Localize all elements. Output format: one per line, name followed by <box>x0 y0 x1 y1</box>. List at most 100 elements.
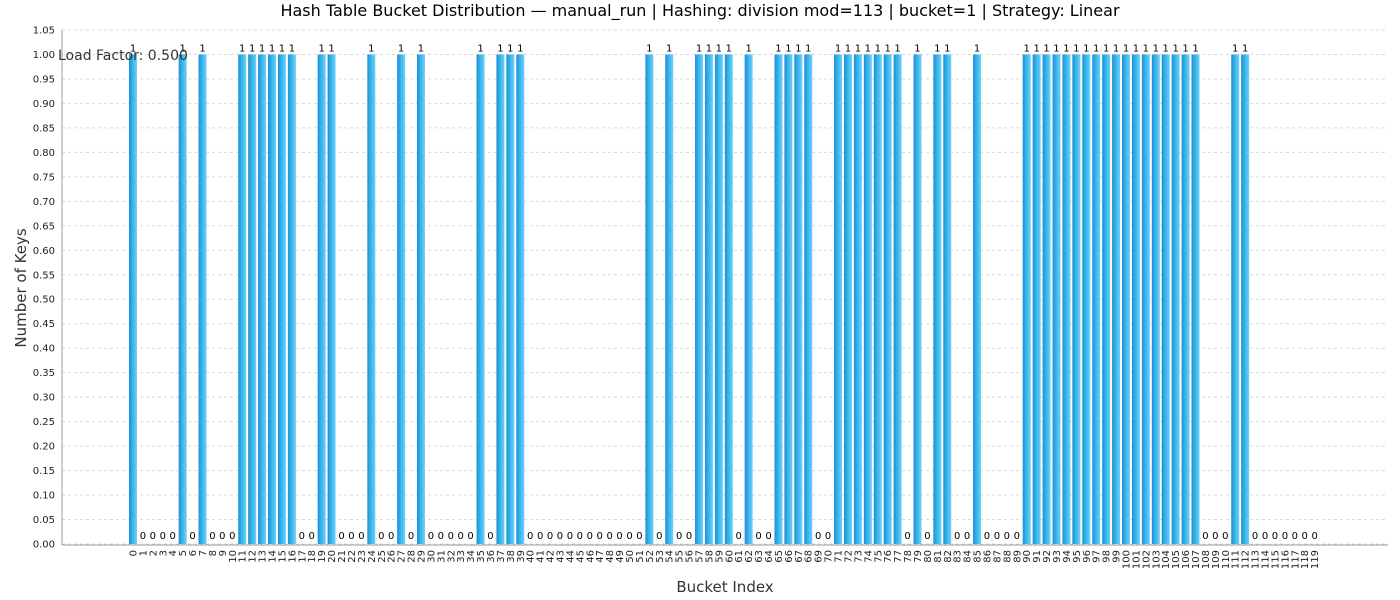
x-tick-label: 85 <box>973 550 984 563</box>
value-label: 1 <box>1043 43 1049 54</box>
x-tick-label: 94 <box>1062 550 1073 563</box>
value-label: 0 <box>170 531 176 542</box>
bar <box>1131 54 1140 544</box>
x-tick-label: 15 <box>277 550 288 563</box>
x-tick-label: 17 <box>297 550 308 563</box>
value-label: 0 <box>219 531 225 542</box>
value-label: 0 <box>1311 531 1317 542</box>
x-tick-label: 40 <box>526 550 537 563</box>
x-tick-label: 32 <box>446 550 457 563</box>
value-label: 0 <box>1202 531 1208 542</box>
bar <box>1141 54 1150 544</box>
bar <box>1102 54 1111 544</box>
x-tick-label: 6 <box>188 550 199 556</box>
x-tick-label: 31 <box>436 550 447 563</box>
value-label: 1 <box>418 43 424 54</box>
x-tick-label: 28 <box>407 550 418 563</box>
x-tick-label: 26 <box>387 550 398 563</box>
bar <box>784 54 793 544</box>
value-label: 0 <box>309 531 315 542</box>
bar <box>1241 54 1250 544</box>
load-factor-annotation: Load Factor: 0.500 <box>58 48 188 64</box>
value-label: 1 <box>1103 43 1109 54</box>
value-label: 1 <box>1033 43 1039 54</box>
value-label: 0 <box>656 531 662 542</box>
value-label: 1 <box>785 43 791 54</box>
bar <box>943 54 952 544</box>
y-tick-label: 0.70 <box>33 197 55 208</box>
value-label: 0 <box>626 531 632 542</box>
value-label: 0 <box>537 531 543 542</box>
bar <box>1191 54 1200 544</box>
value-label: 0 <box>815 531 821 542</box>
value-label: 0 <box>755 531 761 542</box>
value-label: 1 <box>199 43 205 54</box>
bar <box>516 54 525 544</box>
x-tick-label: 97 <box>1092 550 1103 563</box>
x-tick-label: 50 <box>625 550 636 563</box>
bar <box>268 54 277 544</box>
value-label: 1 <box>398 43 404 54</box>
bar <box>774 54 783 544</box>
value-label: 0 <box>954 531 960 542</box>
x-tick-label: 109 <box>1211 550 1222 569</box>
x-tick-label: 89 <box>1012 550 1023 563</box>
value-label: 0 <box>765 531 771 542</box>
value-label: 1 <box>805 43 811 54</box>
x-tick-label: 19 <box>317 550 328 563</box>
value-label: 1 <box>914 43 920 54</box>
value-label: 0 <box>676 531 682 542</box>
value-label: 0 <box>994 531 1000 542</box>
x-tick-label: 70 <box>824 550 835 563</box>
x-tick-label: 111 <box>1231 550 1242 569</box>
x-tick-label: 88 <box>1002 550 1013 563</box>
x-tick-label: 117 <box>1290 550 1301 569</box>
bar <box>248 54 257 544</box>
x-tick-label: 102 <box>1141 550 1152 569</box>
value-label: 0 <box>1212 531 1218 542</box>
bar <box>973 54 982 544</box>
y-tick-label: 0.65 <box>33 221 55 232</box>
x-tick-label: 64 <box>764 550 775 563</box>
value-label: 1 <box>239 43 245 54</box>
x-tick-label: 30 <box>426 550 437 563</box>
bar <box>1171 54 1180 544</box>
y-tick-label: 0.85 <box>33 123 55 134</box>
value-label: 1 <box>1242 43 1248 54</box>
bar <box>645 54 654 544</box>
bar <box>1231 54 1240 544</box>
x-tick-label: 5 <box>178 550 189 556</box>
x-tick-label: 53 <box>655 550 666 563</box>
value-label: 0 <box>924 531 930 542</box>
bar <box>834 54 843 544</box>
value-label: 1 <box>974 43 980 54</box>
x-tick-label: 83 <box>953 550 964 563</box>
value-label: 0 <box>557 531 563 542</box>
value-label: 0 <box>527 531 533 542</box>
bar <box>367 54 376 544</box>
bar <box>704 54 713 544</box>
chart-title: Hash Table Bucket Distribution — manual_… <box>280 1 1119 21</box>
value-label: 1 <box>775 43 781 54</box>
x-tick-label: 42 <box>546 550 557 563</box>
value-label: 0 <box>1272 531 1278 542</box>
x-tick-label: 44 <box>565 550 576 563</box>
x-tick-label: 55 <box>675 550 686 563</box>
value-label: 0 <box>438 531 444 542</box>
x-tick-label: 38 <box>506 550 517 563</box>
value-label: 0 <box>964 531 970 542</box>
bars <box>129 54 1250 544</box>
bar <box>804 54 813 544</box>
value-label: 0 <box>299 531 305 542</box>
bar <box>853 54 862 544</box>
x-tick-label: 57 <box>695 550 706 563</box>
value-label: 1 <box>944 43 950 54</box>
x-tick-label: 86 <box>982 550 993 563</box>
value-label: 1 <box>318 43 324 54</box>
y-tick-label: 0.25 <box>33 417 55 428</box>
x-tick-label: 43 <box>555 550 566 563</box>
bar <box>933 54 942 544</box>
value-label: 1 <box>706 43 712 54</box>
value-label: 1 <box>1123 43 1129 54</box>
bar <box>496 54 505 544</box>
